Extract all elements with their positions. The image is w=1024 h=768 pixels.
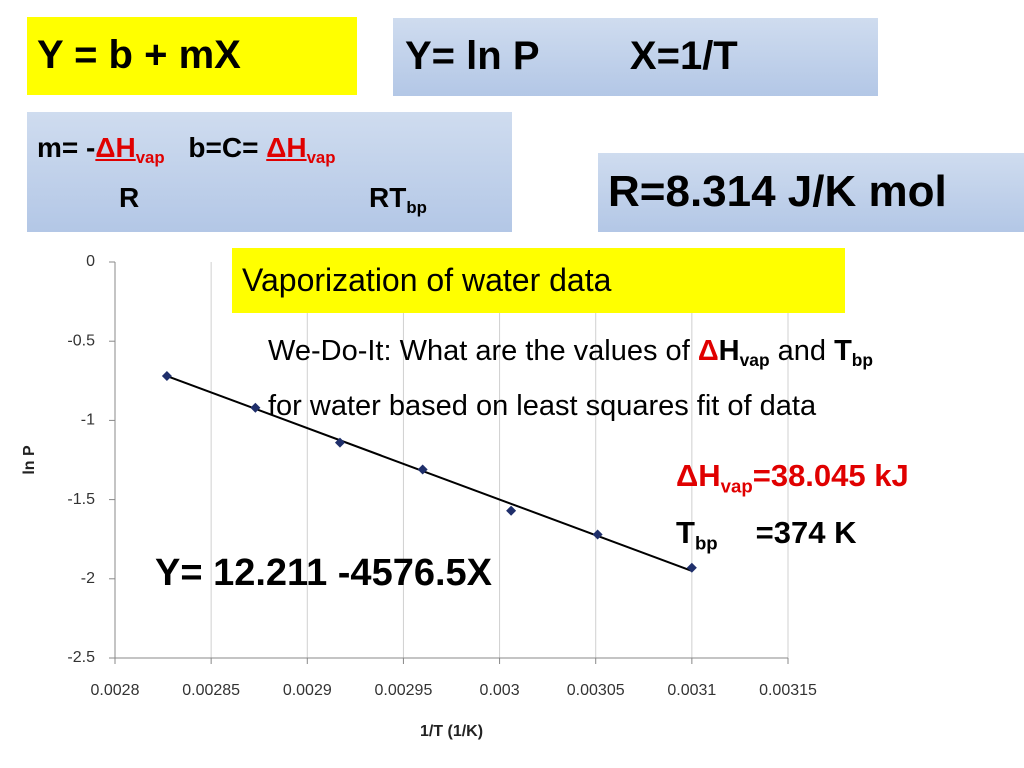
x-tick-label: 0.00295 (375, 682, 433, 699)
slope-prefix: m= - (37, 132, 96, 163)
variable-y: Y= ln P (405, 34, 539, 78)
y-tick-label: -2.5 (67, 649, 95, 666)
symbol: H (115, 132, 136, 163)
data-point (417, 464, 428, 475)
intercept-prefix: b=C= (188, 132, 267, 163)
x-tick-label: 0.0028 (91, 682, 140, 699)
symbol: H (698, 458, 721, 493)
slope-denominator: R (119, 181, 140, 213)
x-tick-label: 0.003 (480, 682, 520, 699)
value: =374 K (755, 515, 857, 550)
x-tick-label: 0.0031 (667, 682, 716, 699)
subscript: bp (406, 197, 427, 217)
symbol: T (676, 515, 695, 550)
x-tick-label: 0.00315 (759, 682, 817, 699)
subscript: bp (694, 532, 718, 554)
subscript: vap (720, 475, 753, 497)
variable-x: X=1/T (629, 34, 738, 78)
y-tick-label: 0 (86, 253, 95, 270)
text: and (769, 335, 835, 367)
line-equation: Y = b + mX (27, 17, 357, 95)
answer-t: Tbp =374 K (676, 515, 856, 555)
intercept-numerator: ΔHvap (266, 132, 335, 167)
formula-line: m= -ΔHvap b=C= ΔHvap (37, 128, 502, 178)
data-point (250, 402, 261, 413)
question: We-Do-It: What are the values of ΔHvap a… (268, 328, 1024, 429)
text: We-Do-It: What are the values of (268, 335, 698, 367)
variables-box: Y= ln P X=1/T (393, 18, 878, 96)
subscript: vap (306, 147, 336, 167)
subscript: bp (851, 350, 874, 371)
x-tick-label: 0.0029 (283, 682, 332, 699)
subscript: vap (135, 147, 165, 167)
delta: Δ (697, 335, 719, 367)
slope-numerator: ΔHvap (95, 132, 164, 167)
chart-title: Vaporization of water data (232, 248, 845, 313)
x-tick-label: 0.00285 (182, 682, 240, 699)
y-tick-label: -0.5 (67, 332, 95, 349)
subscript: vap (739, 350, 770, 371)
formula-box: m= -ΔHvap b=C= ΔHvap R RTbp (27, 112, 512, 232)
y-tick-label: -1 (81, 412, 95, 429)
gas-constant: R=8.314 J/K mol (598, 153, 1024, 232)
x-axis-title: 1/T (1/K) (420, 723, 483, 740)
formula-line: R RTbp (37, 178, 502, 228)
delta: Δ (95, 132, 116, 163)
y-tick-label: -1.5 (67, 491, 95, 508)
symbol: T (834, 335, 852, 367)
data-point (334, 437, 345, 448)
x-tick-label: 0.00305 (567, 682, 625, 699)
delta: Δ (676, 458, 699, 493)
symbol: H (286, 132, 307, 163)
answer-h: ΔHvap=38.045 kJ (676, 458, 909, 498)
data-point (506, 505, 517, 516)
fit-equation: Y= 12.211 -4576.5X (155, 552, 493, 594)
y-tick-label: -2 (81, 570, 95, 587)
symbol: H (718, 335, 740, 367)
data-point (686, 562, 697, 573)
delta: Δ (266, 132, 287, 163)
intercept-denominator: RT (369, 181, 407, 213)
value: =38.045 kJ (752, 458, 909, 493)
y-axis-title: ln P (21, 445, 38, 475)
data-point (592, 529, 603, 540)
data-point (161, 371, 172, 382)
question-line: We-Do-It: What are the values of ΔHvap a… (268, 328, 1024, 383)
question-line: for water based on least squares fit of … (268, 390, 817, 423)
